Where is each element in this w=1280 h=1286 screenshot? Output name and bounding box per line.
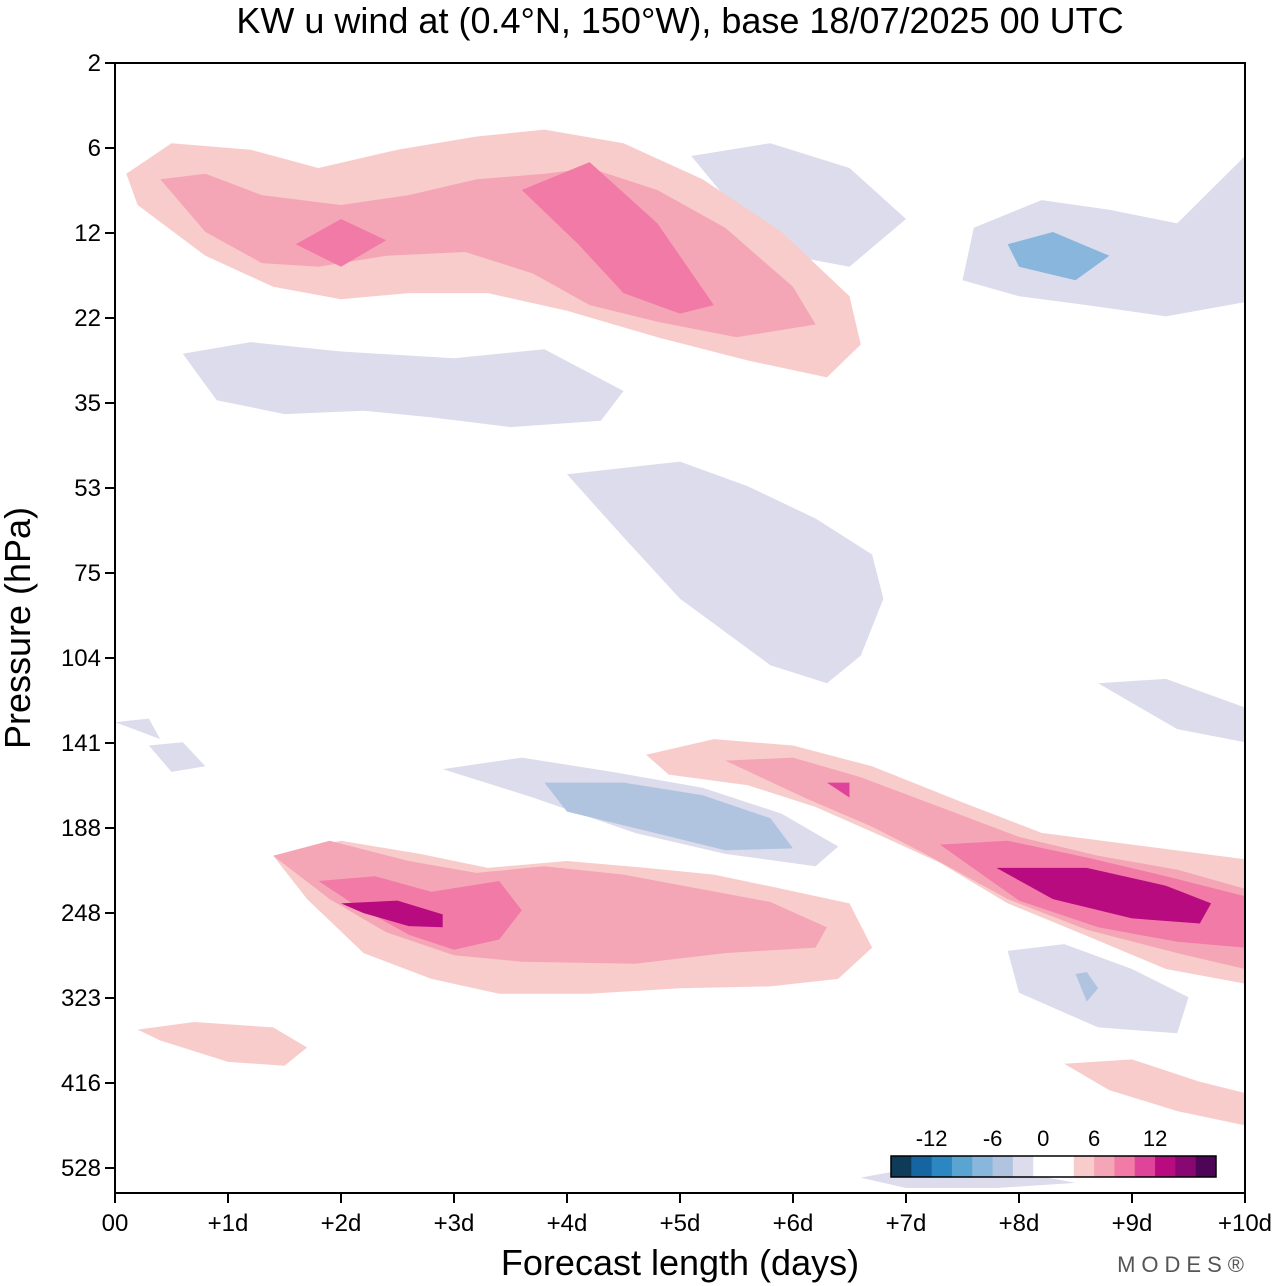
contour-region-18	[1098, 679, 1245, 742]
x-tick-label: +9d	[1112, 1210, 1153, 1237]
y-tick-label: 416	[61, 1070, 101, 1097]
y-tick-label: 35	[74, 390, 101, 417]
y-axis: 2 6 12 22 35 53 75 104 141 188 248 323 416 528	[61, 50, 115, 1182]
y-tick-label: 6	[88, 135, 101, 162]
colorbar-label: 6	[1088, 1126, 1100, 1151]
x-axis: 00 +1d +2d +3d +4d +5d +6d +7d +8d +9d +10d	[102, 1193, 1272, 1237]
contour-region-4	[963, 156, 1246, 316]
y-tick-label: 323	[61, 985, 101, 1012]
x-tick-label: +2d	[321, 1210, 362, 1237]
colorbar-swatch	[1175, 1156, 1196, 1177]
colorbar-label: -6	[983, 1126, 1003, 1151]
colorbar-swatch	[1135, 1156, 1156, 1177]
colorbar-label: 0	[1037, 1126, 1049, 1151]
colorbar-swatch	[972, 1156, 993, 1177]
y-tick-label: 188	[61, 815, 101, 842]
x-tick-label: +10d	[1218, 1210, 1272, 1237]
y-tick-label: 75	[74, 560, 101, 587]
contour-region-2	[567, 462, 883, 684]
y-tick-label: 248	[61, 900, 101, 927]
colorbar-label: -12	[916, 1126, 948, 1151]
x-tick-label: +6d	[773, 1210, 814, 1237]
colorbar-swatch	[1054, 1156, 1075, 1177]
colorbar-swatch	[1013, 1156, 1034, 1177]
contour-region-13	[183, 651, 262, 684]
brand-logo: MODES®	[1117, 1252, 1250, 1277]
y-tick-label: 2	[88, 50, 101, 77]
x-tick-label: +5d	[660, 1210, 701, 1237]
colorbar-swatch	[1114, 1156, 1135, 1177]
colorbar-swatch	[1196, 1156, 1217, 1177]
colorbar-legend: -12 -6 0 6 12	[891, 1126, 1216, 1177]
colorbar-swatch	[1033, 1156, 1054, 1177]
x-axis-title: Forecast length (days)	[501, 1242, 859, 1283]
colorbar-swatch	[891, 1156, 912, 1177]
colorbar-swatch	[993, 1156, 1014, 1177]
colorbar-swatch	[952, 1156, 973, 1177]
colorbar-swatch	[932, 1156, 953, 1177]
y-tick-label: 22	[74, 305, 101, 332]
contour-region-17	[556, 646, 613, 688]
x-tick-label: +1d	[208, 1210, 249, 1237]
colorbar-swatch	[1094, 1156, 1115, 1177]
x-tick-label: +8d	[999, 1210, 1040, 1237]
y-tick-label: 141	[61, 730, 101, 757]
colorbar-label: 12	[1143, 1126, 1167, 1151]
y-axis-title: Pressure (hPa)	[0, 507, 38, 749]
y-tick-label: 104	[61, 645, 101, 672]
contour-layer	[115, 107, 1245, 1188]
contour-region-16	[115, 719, 160, 740]
x-tick-label: +4d	[547, 1210, 588, 1237]
chart: KW u wind at (0.4°N, 150°W), base 18/07/…	[0, 0, 1280, 1286]
x-tick-label: +3d	[434, 1210, 475, 1237]
y-tick-label: 53	[74, 475, 101, 502]
y-tick-label: 12	[74, 220, 101, 247]
contour-region-14	[115, 788, 194, 833]
x-tick-label: +7d	[886, 1210, 927, 1237]
colorbar-swatch	[1155, 1156, 1176, 1177]
y-tick-label: 528	[61, 1155, 101, 1182]
chart-title: KW u wind at (0.4°N, 150°W), base 18/07/…	[236, 0, 1123, 41]
contour-region-15	[149, 742, 206, 772]
contour-region-12	[115, 486, 239, 635]
colorbar-swatch	[1074, 1156, 1095, 1177]
x-tick-label: 00	[102, 1210, 129, 1237]
colorbar-swatch	[911, 1156, 932, 1177]
